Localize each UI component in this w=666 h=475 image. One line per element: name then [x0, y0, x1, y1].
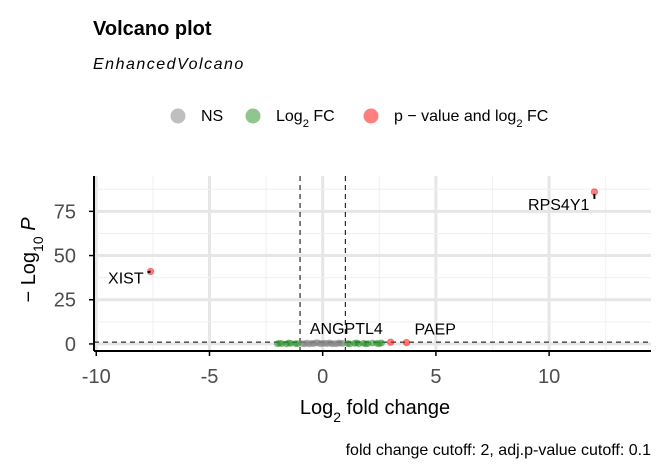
legend-label-2: p − value and log2 FC — [394, 108, 548, 130]
legend-label-0: NS — [201, 108, 223, 125]
point-0-16 — [314, 339, 322, 347]
legend-marker-2 — [363, 108, 379, 124]
x-axis-title: Log2 fold change — [300, 397, 450, 425]
chart-subtitle: EnhancedVolcano — [93, 56, 245, 73]
legend-marker-1 — [245, 108, 261, 124]
point-label-2: ANGPTL4 — [310, 321, 383, 338]
y-tick-label-3: 75 — [54, 201, 76, 223]
x-tick-label-0: -10 — [82, 366, 111, 388]
label-leader-1 — [147, 270, 151, 274]
point-1-19 — [375, 340, 383, 348]
point-2-2 — [386, 338, 395, 346]
point-0-15 — [305, 340, 313, 348]
point-1-17 — [353, 339, 361, 347]
x-tick-label-1: -5 — [201, 366, 219, 388]
point-1-18 — [362, 340, 370, 348]
y-axis-title: − Log10 P — [18, 217, 46, 303]
point-label-3: PAEP — [414, 322, 456, 339]
legend-label-1: Log2 FC — [276, 108, 335, 130]
point-label-0: RPS4Y1 — [528, 197, 589, 214]
x-tick-label-3: 5 — [430, 366, 441, 388]
chart-caption: fold change cutoff: 2, adj.p-value cutof… — [346, 442, 652, 459]
point-1-16 — [285, 339, 293, 347]
y-tick-label-0: 0 — [65, 334, 76, 356]
x-tick-label-4: 10 — [538, 366, 560, 388]
y-tick-label-1: 25 — [54, 290, 76, 312]
point-0-18 — [332, 340, 340, 348]
point-label-1: XIST — [108, 270, 144, 287]
legend-marker-0 — [170, 108, 186, 124]
x-tick-label-2: 0 — [317, 366, 328, 388]
point-0-17 — [323, 340, 331, 348]
point-2-3 — [402, 338, 411, 347]
chart-title: Volcano plot — [93, 18, 212, 40]
y-tick-label-2: 50 — [54, 246, 76, 268]
point-1-5 — [294, 340, 302, 348]
point-1-15 — [276, 339, 284, 347]
